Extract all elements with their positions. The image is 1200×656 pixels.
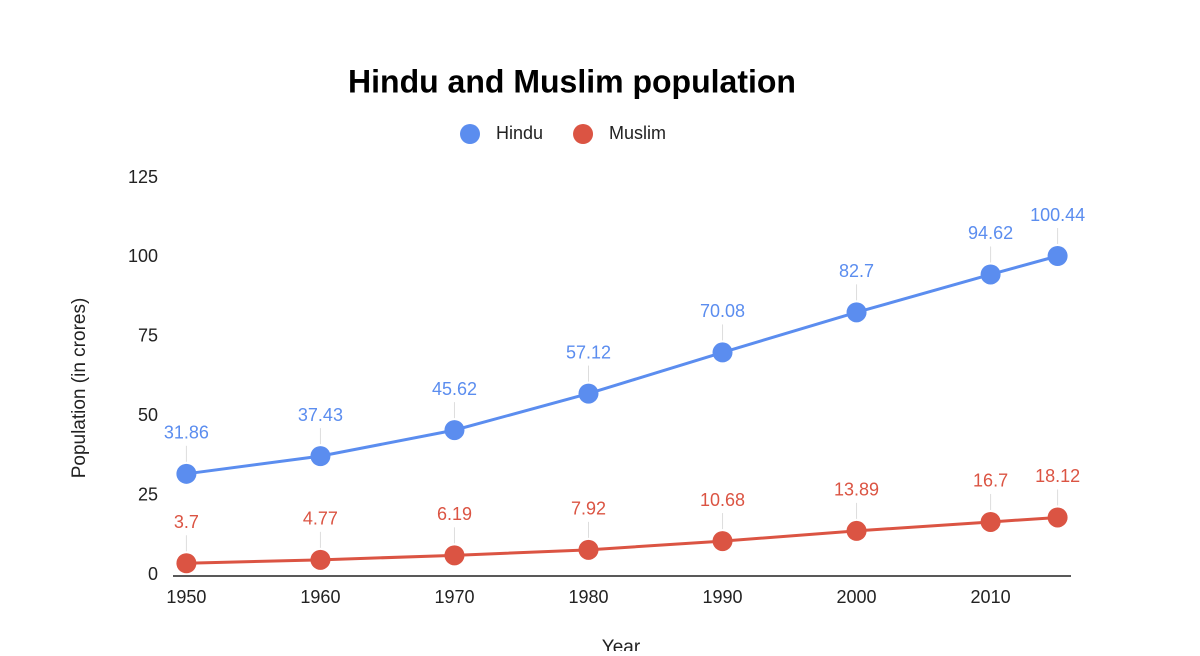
data-label: 57.12 [566,342,611,362]
data-point [578,383,599,404]
data-label: 100.44 [1030,205,1085,225]
x-tick-label: 1950 [166,587,206,607]
x-tick-label: 1960 [300,587,340,607]
data-point [444,545,465,566]
x-tick-label: 1980 [568,587,608,607]
data-point [846,520,867,541]
y-tick-label: 100 [128,246,158,266]
data-label: 10.68 [700,490,745,510]
data-label: 18.12 [1035,466,1080,486]
x-tick-label: 2010 [971,587,1011,607]
data-label: 82.7 [839,261,874,281]
data-label: 7.92 [571,499,606,519]
data-label: 13.89 [834,480,879,500]
x-tick-label: 2000 [837,587,877,607]
data-point [176,553,197,574]
x-axis-label: Year [602,637,641,651]
x-tick-label: 1970 [434,587,474,607]
data-label: 37.43 [298,405,343,425]
data-point [980,264,1001,285]
data-point [1047,246,1068,267]
data-label: 94.62 [968,223,1013,243]
data-point [846,302,867,323]
chart-title: Hindu and Muslim population [348,63,796,99]
data-label: 45.62 [432,379,477,399]
data-point [712,342,733,363]
x-tick-label: 1990 [702,587,742,607]
y-axis-label: Population (in crores) [69,298,90,479]
data-point [176,463,197,484]
legend-marker [573,124,594,144]
y-tick-label: 0 [148,564,158,584]
series-line [186,515,1058,565]
data-label: 16.7 [973,471,1008,491]
data-point [310,446,331,467]
y-tick-label: 75 [138,326,158,346]
legend-label: Muslim [609,123,666,143]
data-label: 70.08 [700,301,745,321]
data-point [712,531,733,552]
data-label: 3.7 [174,512,199,532]
y-tick-label: 25 [138,484,158,504]
data-point [444,420,465,441]
data-point [578,539,599,560]
data-label: 6.19 [437,504,472,524]
series-line [186,254,1058,476]
legend-marker [460,124,480,144]
data-label: 4.77 [303,509,338,529]
data-point [310,549,331,570]
data-point [980,511,1001,532]
data-label: 31.86 [164,423,209,443]
y-tick-label: 125 [128,167,158,187]
data-point [1047,507,1068,528]
legend-label: Hindu [496,123,543,143]
y-tick-label: 50 [138,405,158,425]
